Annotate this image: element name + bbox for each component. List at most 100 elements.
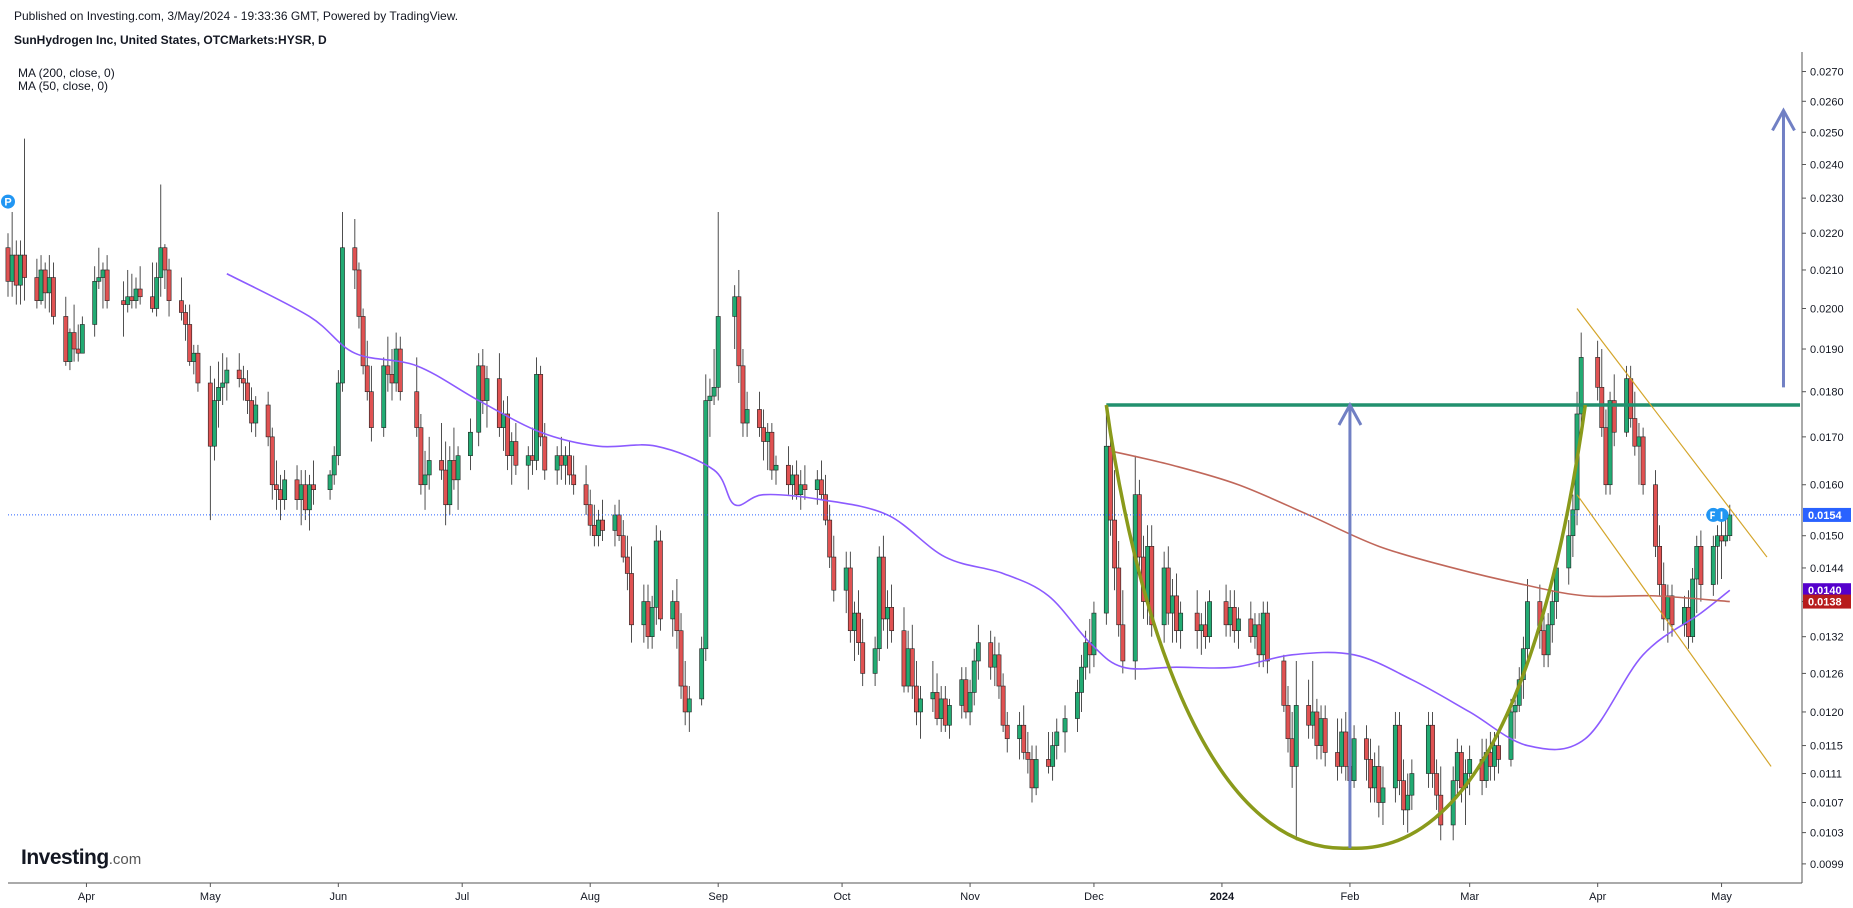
candle-body — [245, 382, 250, 401]
candle-body — [802, 484, 808, 490]
y-tick-label: 0.0103 — [1810, 828, 1844, 840]
candle-body — [389, 374, 395, 384]
candle-body — [988, 642, 994, 668]
candle-body — [959, 679, 965, 706]
target-arrow-head — [1771, 107, 1796, 132]
candle-body — [195, 352, 201, 384]
candle-body — [600, 519, 605, 531]
candle-body — [1021, 724, 1027, 753]
candle-body — [100, 269, 106, 278]
candle-body — [1046, 759, 1051, 767]
candle-body — [1293, 705, 1299, 767]
candle-body — [1595, 357, 1601, 388]
current-price-badge: 0.0154 — [1803, 507, 1851, 522]
candle-body — [1669, 595, 1675, 626]
ma50-price-badge: 0.0140 — [1803, 583, 1851, 598]
x-tick-label: Dec — [1084, 891, 1104, 903]
candle-body — [744, 409, 750, 424]
candle-body — [282, 479, 288, 500]
candle-body — [154, 277, 160, 309]
candle-body — [455, 455, 461, 481]
candle-body — [1289, 738, 1295, 767]
candle-body — [885, 607, 890, 620]
candle-body — [51, 277, 56, 317]
candle-body — [360, 316, 366, 367]
candle-body — [356, 269, 362, 317]
candle-body — [909, 648, 915, 687]
candle-body — [913, 685, 919, 713]
candle-body — [992, 654, 998, 668]
candle-body — [1636, 436, 1642, 447]
candle-body — [1599, 387, 1605, 428]
candle-body — [649, 607, 655, 637]
candle-body — [1112, 519, 1117, 569]
candle-body — [1033, 759, 1039, 789]
candle-body — [269, 436, 275, 486]
candle-body — [22, 254, 27, 278]
candle-body — [17, 254, 23, 286]
candle-body — [1318, 718, 1324, 746]
candle-body — [558, 455, 564, 466]
candle-body — [505, 413, 511, 456]
candle-body — [872, 648, 878, 674]
candle-body — [798, 484, 804, 495]
candle-body — [1004, 724, 1010, 740]
candle-body — [1116, 567, 1122, 626]
candle-body — [133, 288, 139, 301]
candle-body — [715, 316, 721, 388]
current-price-badge-label: 0.0154 — [1808, 510, 1843, 522]
candle-body — [1640, 436, 1646, 486]
indicator-ma50-legend[interactable]: MA (50, close, 0) — [18, 79, 109, 93]
candle-body — [1665, 595, 1671, 620]
event-marker-label: P — [1710, 510, 1717, 522]
candle-body — [674, 601, 680, 632]
y-tick-label: 0.0200 — [1810, 304, 1844, 316]
candle-body — [761, 427, 767, 442]
channel-upper-line — [1576, 308, 1768, 558]
candle-body — [1161, 567, 1167, 626]
indicator-ma200-legend[interactable]: MA (200, close, 0) — [18, 66, 115, 80]
candle-body — [1603, 427, 1609, 486]
candle-body — [352, 247, 358, 271]
candle-body — [13, 254, 19, 286]
y-tick-label: 0.0099 — [1810, 859, 1844, 871]
candle-body — [1611, 400, 1617, 433]
candle-body — [880, 556, 886, 620]
candle-body — [67, 332, 73, 362]
candle-body — [529, 455, 535, 461]
candle-body — [207, 382, 213, 447]
y-tick-label: 0.0220 — [1810, 228, 1844, 240]
candle-body — [1380, 787, 1386, 803]
candle-body — [71, 332, 77, 350]
candle-body — [513, 441, 519, 466]
candle-body — [860, 642, 866, 674]
candle-body — [1264, 612, 1270, 662]
candle-body — [1566, 535, 1572, 569]
candle-body — [439, 460, 444, 471]
candle-body — [930, 692, 936, 700]
y-tick-label: 0.0107 — [1810, 798, 1844, 810]
candle-body — [1405, 794, 1411, 811]
cup-depth-arrow — [1337, 401, 1363, 849]
candle-body — [1525, 601, 1530, 650]
candle-body — [1364, 738, 1369, 760]
candle-body — [612, 514, 618, 531]
candle-body — [525, 455, 531, 466]
candle-body — [876, 556, 882, 650]
candle-body — [42, 269, 48, 294]
candle-body — [191, 352, 197, 362]
candle-body — [1207, 601, 1212, 637]
candle-body — [773, 464, 779, 471]
candle-body — [1169, 595, 1175, 614]
candle-body — [480, 365, 486, 401]
candle-body — [1054, 731, 1060, 746]
x-tick-label: Mar — [1460, 891, 1479, 903]
y-tick-label: 0.0132 — [1810, 632, 1844, 644]
x-tick-label: May — [200, 891, 221, 903]
candle-body — [707, 395, 713, 401]
candle-body — [682, 685, 688, 713]
candle-body — [1256, 624, 1262, 656]
candle-body — [538, 374, 544, 438]
candle-body — [1430, 724, 1435, 774]
